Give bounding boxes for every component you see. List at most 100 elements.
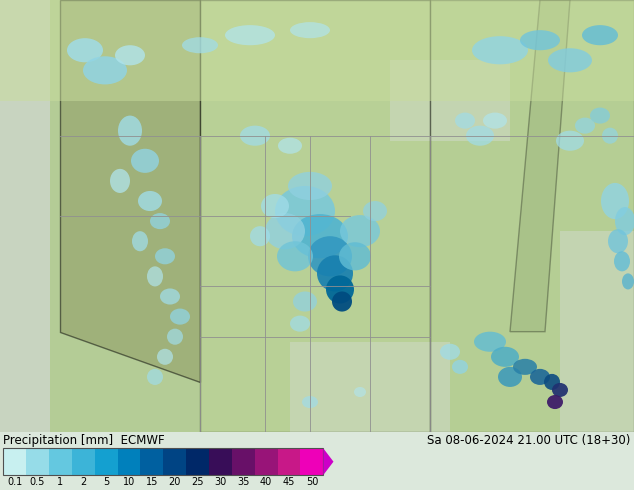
Ellipse shape	[317, 255, 353, 292]
PathPatch shape	[200, 0, 430, 432]
Text: 0.1: 0.1	[7, 477, 22, 487]
Ellipse shape	[547, 395, 563, 409]
Ellipse shape	[466, 125, 494, 146]
Ellipse shape	[614, 251, 630, 271]
Ellipse shape	[308, 236, 352, 276]
Ellipse shape	[590, 107, 610, 123]
Ellipse shape	[340, 215, 380, 247]
Ellipse shape	[483, 113, 507, 129]
Ellipse shape	[83, 56, 127, 84]
Bar	[3, 448, 323, 475]
Text: 15: 15	[146, 477, 158, 487]
Bar	[232, 448, 255, 475]
Ellipse shape	[150, 213, 170, 229]
Bar	[49, 448, 72, 475]
Bar	[301, 448, 323, 475]
Text: Precipitation [mm]  ECMWF: Precipitation [mm] ECMWF	[3, 434, 165, 447]
Ellipse shape	[339, 242, 371, 270]
Ellipse shape	[575, 118, 595, 134]
Ellipse shape	[147, 267, 163, 287]
Bar	[560, 231, 634, 432]
PathPatch shape	[60, 0, 200, 382]
Ellipse shape	[157, 349, 173, 365]
Bar	[164, 448, 186, 475]
Ellipse shape	[290, 316, 310, 332]
Ellipse shape	[110, 169, 130, 193]
Ellipse shape	[67, 38, 103, 62]
Ellipse shape	[455, 113, 475, 129]
Text: 50: 50	[306, 477, 318, 487]
Text: 40: 40	[260, 477, 272, 487]
Text: 30: 30	[214, 477, 226, 487]
Ellipse shape	[278, 138, 302, 154]
Bar	[278, 448, 301, 475]
Ellipse shape	[472, 36, 528, 64]
Ellipse shape	[363, 201, 387, 221]
Bar	[3, 448, 26, 475]
Ellipse shape	[601, 183, 629, 219]
Text: 45: 45	[283, 477, 295, 487]
Ellipse shape	[615, 207, 634, 235]
Ellipse shape	[552, 383, 568, 397]
Ellipse shape	[288, 172, 332, 200]
Bar	[72, 448, 94, 475]
Ellipse shape	[277, 241, 313, 271]
Ellipse shape	[225, 25, 275, 45]
Ellipse shape	[520, 30, 560, 50]
Bar	[186, 448, 209, 475]
Ellipse shape	[530, 369, 550, 385]
Ellipse shape	[265, 213, 305, 249]
Ellipse shape	[170, 309, 190, 325]
Ellipse shape	[115, 45, 145, 65]
Bar	[0, 0, 634, 100]
Ellipse shape	[293, 292, 317, 312]
Bar	[117, 448, 140, 475]
Ellipse shape	[513, 359, 537, 375]
Ellipse shape	[290, 22, 330, 38]
Ellipse shape	[261, 194, 289, 218]
Ellipse shape	[544, 374, 560, 390]
Ellipse shape	[160, 289, 180, 305]
Ellipse shape	[326, 275, 354, 303]
Ellipse shape	[440, 343, 460, 360]
Polygon shape	[323, 448, 333, 475]
Ellipse shape	[131, 149, 159, 173]
Ellipse shape	[147, 369, 163, 385]
Ellipse shape	[452, 360, 468, 374]
Ellipse shape	[602, 127, 618, 144]
Bar	[209, 448, 232, 475]
Bar	[255, 448, 278, 475]
Ellipse shape	[354, 387, 366, 397]
Text: 2: 2	[80, 477, 86, 487]
Text: Sa 08-06-2024 21.00 UTC (18+30): Sa 08-06-2024 21.00 UTC (18+30)	[427, 434, 631, 447]
Ellipse shape	[622, 273, 634, 290]
Ellipse shape	[292, 214, 348, 258]
Text: 1: 1	[57, 477, 63, 487]
Ellipse shape	[332, 292, 352, 312]
Ellipse shape	[250, 226, 270, 246]
Ellipse shape	[118, 116, 142, 146]
Bar	[140, 448, 164, 475]
Text: 35: 35	[237, 477, 250, 487]
Bar	[94, 448, 117, 475]
Ellipse shape	[548, 48, 592, 73]
Ellipse shape	[167, 329, 183, 345]
Ellipse shape	[474, 332, 506, 352]
Bar	[390, 60, 510, 141]
Text: 25: 25	[191, 477, 204, 487]
Ellipse shape	[155, 248, 175, 264]
Ellipse shape	[138, 191, 162, 211]
PathPatch shape	[510, 0, 570, 332]
Ellipse shape	[240, 125, 270, 146]
Bar	[26, 448, 49, 475]
Text: 5: 5	[103, 477, 109, 487]
Ellipse shape	[498, 367, 522, 387]
Text: 20: 20	[169, 477, 181, 487]
Text: 0.5: 0.5	[30, 477, 45, 487]
Ellipse shape	[275, 186, 335, 236]
Ellipse shape	[608, 229, 628, 253]
Bar	[290, 342, 450, 432]
Ellipse shape	[302, 396, 318, 408]
Ellipse shape	[582, 25, 618, 45]
Ellipse shape	[132, 231, 148, 251]
